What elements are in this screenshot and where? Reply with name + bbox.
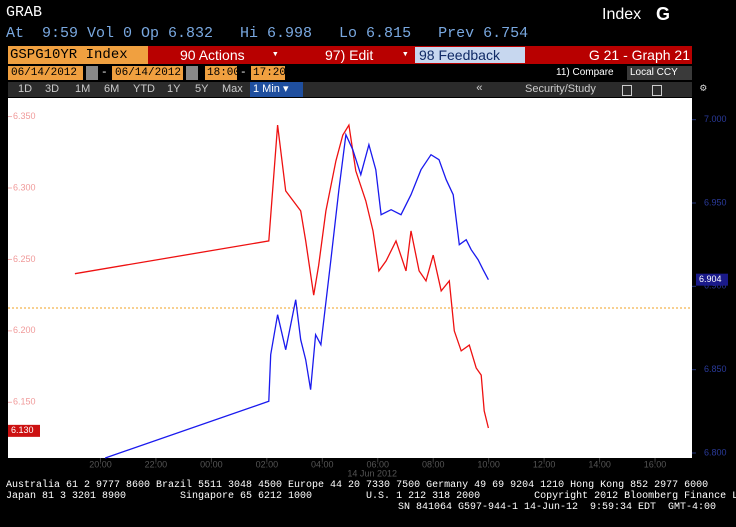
x-tick-label: 02:00 <box>256 459 279 469</box>
last-value-label: 6.904 <box>699 274 722 284</box>
x-date-label: 14 Jun 2012 <box>347 468 397 478</box>
x-tick-label: 00:00 <box>200 459 223 469</box>
calendar-icon[interactable] <box>186 66 198 80</box>
y-tick-label: 6.200 <box>13 325 36 335</box>
x-tick-label: 06:00 <box>366 459 389 469</box>
graph-title: G 21 - Graph 21 <box>588 47 690 63</box>
compare-button[interactable]: 11) Compare <box>556 67 614 78</box>
plot-area <box>8 98 692 458</box>
y-tick-label: 6.250 <box>13 254 36 264</box>
y2-tick-label: 6.900 <box>704 281 727 291</box>
x-tick-label: 10:00 <box>477 459 500 469</box>
dropdown-arrow: ▾ <box>402 49 409 61</box>
y-tick-label: 6.350 <box>13 111 36 121</box>
interval-select[interactable]: 1 Min ▾ <box>250 82 303 97</box>
market-sector: Index <box>602 6 642 23</box>
quote-line: At 9:59 Vol 0 Op 6.832 Hi 6.998 Lo 6.815… <box>6 25 529 42</box>
y2-tick-label: 6.850 <box>704 364 727 374</box>
icon[interactable] <box>652 85 662 96</box>
last-value-box <box>8 424 40 437</box>
interval-label: 1 Min <box>253 83 280 95</box>
y2-tick-label: 6.950 <box>704 197 727 207</box>
currency-select[interactable]: Local CCY <box>627 66 692 80</box>
function-key: G <box>656 4 671 24</box>
x-tick-label: 12:00 <box>533 459 556 469</box>
last-value-label: 6.130 <box>11 425 34 435</box>
start-date[interactable]: 06/14/2012 <box>8 66 83 80</box>
series-line <box>74 123 490 429</box>
x-tick-label: 08:00 <box>422 459 445 469</box>
y-tick-label: 6.150 <box>13 397 36 407</box>
range-button[interactable]: YTD <box>133 83 155 95</box>
start-time[interactable]: 18:00 <box>205 66 241 80</box>
security-field[interactable]: GSPG10YR Index <box>8 46 148 64</box>
footer-line: Japan 81 3 3201 8900 Singapore 65 6212 1… <box>6 491 736 502</box>
range-bar <box>8 82 692 97</box>
range-button[interactable]: 5Y <box>195 83 209 95</box>
actions-menu[interactable]: 90 Actions <box>180 47 245 63</box>
footer-line: Australia 61 2 9777 8600 Brazil 5511 304… <box>6 480 709 491</box>
feedback-button[interactable]: 98 Feedback <box>415 47 525 63</box>
back-button[interactable]: « <box>476 83 483 95</box>
separator: - <box>101 67 108 79</box>
y2-tick-label: 7.000 <box>704 114 727 124</box>
x-tick-label: 16:00 <box>644 459 667 469</box>
calendar-icon[interactable] <box>86 66 98 80</box>
end-time[interactable]: 17:20 <box>251 66 287 80</box>
separator: - <box>240 67 247 79</box>
icon[interactable] <box>622 85 632 96</box>
range-button[interactable]: 3D <box>45 83 60 95</box>
study-button[interactable]: Security/Study <box>525 83 596 95</box>
x-tick-label: 20:00 <box>89 459 112 469</box>
series-line <box>104 132 489 459</box>
range-button[interactable]: 6M <box>104 83 120 95</box>
x-tick-label: 22:00 <box>145 459 168 469</box>
end-date[interactable]: 06/14/2012 <box>112 66 183 80</box>
settings-icon[interactable]: ⚙ <box>700 83 707 95</box>
range-button[interactable]: 1Y <box>167 83 181 95</box>
range-button[interactable]: 1D <box>18 83 33 95</box>
x-tick-label: 14:00 <box>588 459 611 469</box>
last-value-box <box>696 273 728 286</box>
edit-menu[interactable]: 97) Edit <box>325 47 374 63</box>
range-button[interactable]: Max <box>222 83 243 95</box>
y-tick-label: 6.300 <box>13 182 36 192</box>
range-button[interactable]: 1M <box>75 83 91 95</box>
x-tick-label: 04:00 <box>311 459 334 469</box>
dropdown-arrow: ▾ <box>272 49 279 61</box>
footer-line: SN 841064 G597-944-1 14-Jun-12 9:59:34 E… <box>397 502 716 513</box>
y2-tick-label: 6.800 <box>704 447 727 457</box>
function-name: GRAB <box>6 4 43 21</box>
chart: 6.150 6.200 6.250 6.300 6.350 6.800 6.850 6.900… <box>8 98 728 478</box>
